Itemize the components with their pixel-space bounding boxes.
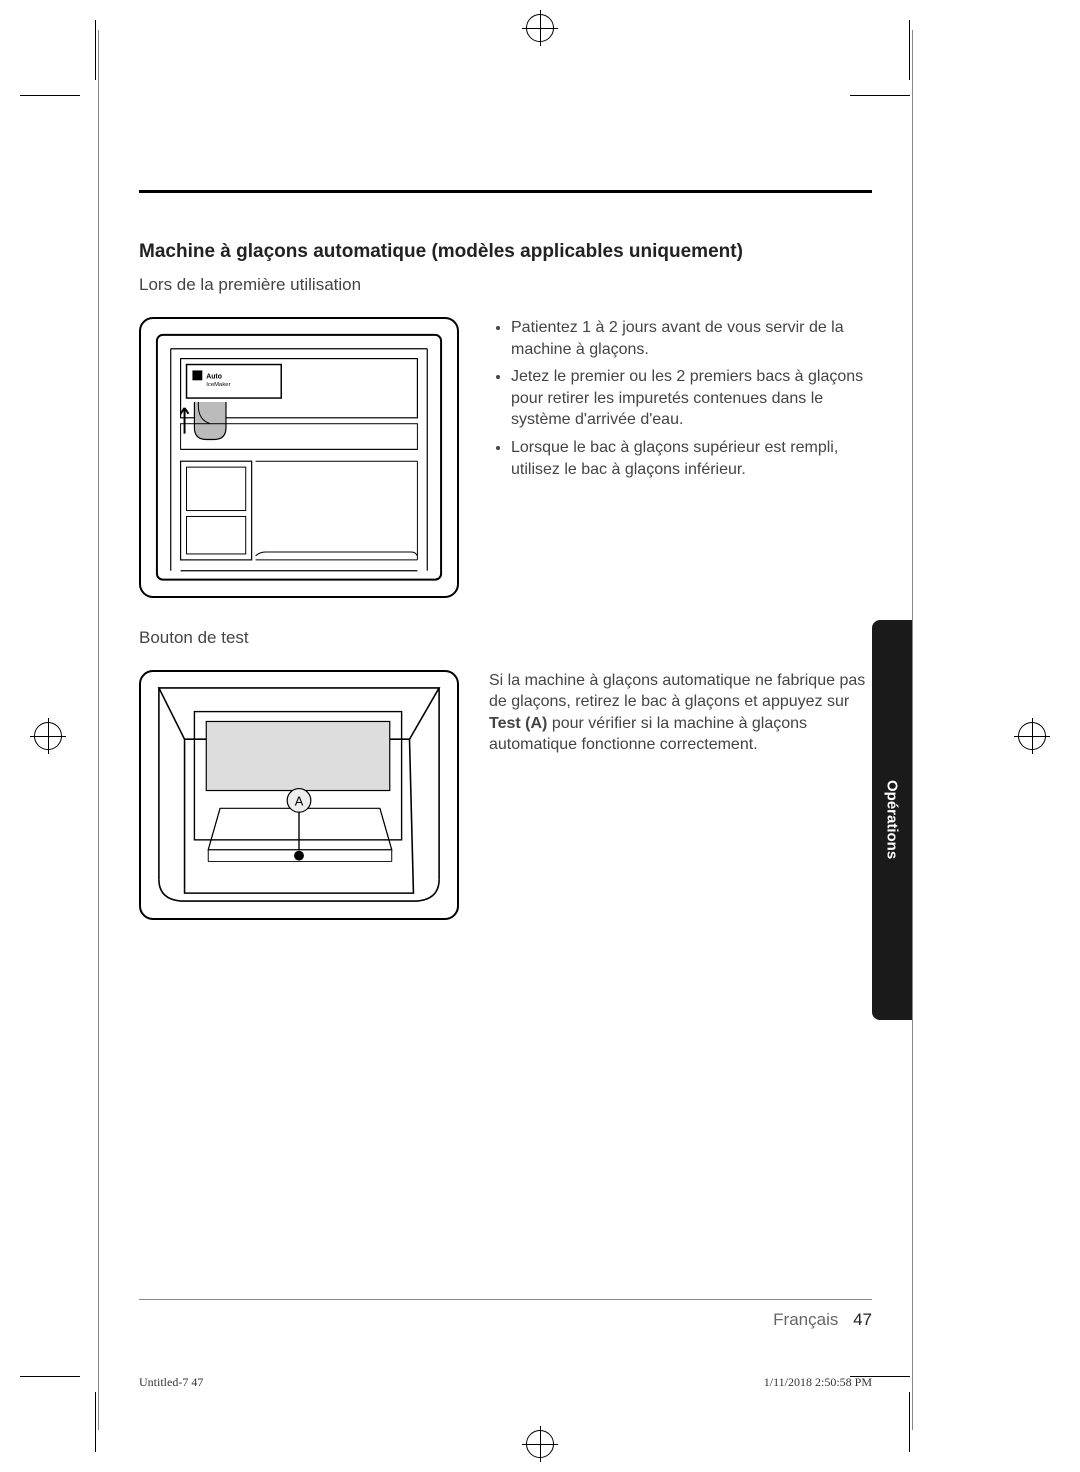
footer-language: Français bbox=[773, 1310, 838, 1329]
crop-mark bbox=[20, 95, 80, 96]
row-test-button: A Si la machine à glaçons automatique ne… bbox=[139, 670, 872, 921]
list-item: Patientez 1 à 2 jours avant de vous serv… bbox=[511, 317, 872, 360]
crop-mark bbox=[20, 1376, 80, 1377]
list-item: Lorsque le bac à glaçons supérieur est r… bbox=[511, 437, 872, 480]
section-title: Machine à glaçons automatique (modèles a… bbox=[139, 241, 872, 263]
subsection-test-button: Bouton de test bbox=[139, 628, 872, 648]
bullet-list-col: Patientez 1 à 2 jours avant de vous serv… bbox=[489, 317, 872, 486]
print-meta-filename: Untitled-7 47 bbox=[139, 1375, 203, 1390]
crop-mark bbox=[95, 20, 96, 80]
section-tab: Opérations bbox=[872, 620, 912, 1020]
bullet-list: Patientez 1 à 2 jours avant de vous serv… bbox=[489, 317, 872, 480]
figure-test-button: A bbox=[139, 670, 459, 921]
print-meta-timestamp: 1/11/2018 2:50:58 PM bbox=[764, 1375, 872, 1390]
row-first-use: Auto IceMaker bbox=[139, 317, 872, 598]
section-tab-label: Opérations bbox=[884, 780, 901, 859]
subsection-first-use: Lors de la première utilisation bbox=[139, 275, 872, 295]
crop-mark bbox=[95, 1392, 96, 1452]
page-content: Machine à glaçons automatique (modèles a… bbox=[98, 30, 913, 1430]
icemaker-label: IceMaker bbox=[206, 382, 230, 388]
registration-mark-bottom bbox=[526, 1430, 554, 1458]
footer-page-number: 47 bbox=[853, 1310, 872, 1329]
paragraph-test: Si la machine à glaçons automatique ne f… bbox=[489, 670, 872, 756]
figure-fridge-front: Auto IceMaker bbox=[139, 317, 459, 598]
top-rule bbox=[139, 190, 872, 193]
registration-mark-left bbox=[34, 722, 62, 750]
footer-rule bbox=[139, 1299, 872, 1300]
icemaker-label-bold: Auto bbox=[206, 373, 222, 380]
paragraph-bold: Test (A) bbox=[489, 715, 547, 732]
registration-mark-right bbox=[1018, 722, 1046, 750]
callout-a: A bbox=[295, 793, 304, 808]
footer-text: Français 47 bbox=[773, 1310, 872, 1330]
list-item: Jetez le premier ou les 2 premiers bacs … bbox=[511, 366, 872, 431]
paragraph-text: Si la machine à glaçons automatique ne f… bbox=[489, 672, 865, 711]
